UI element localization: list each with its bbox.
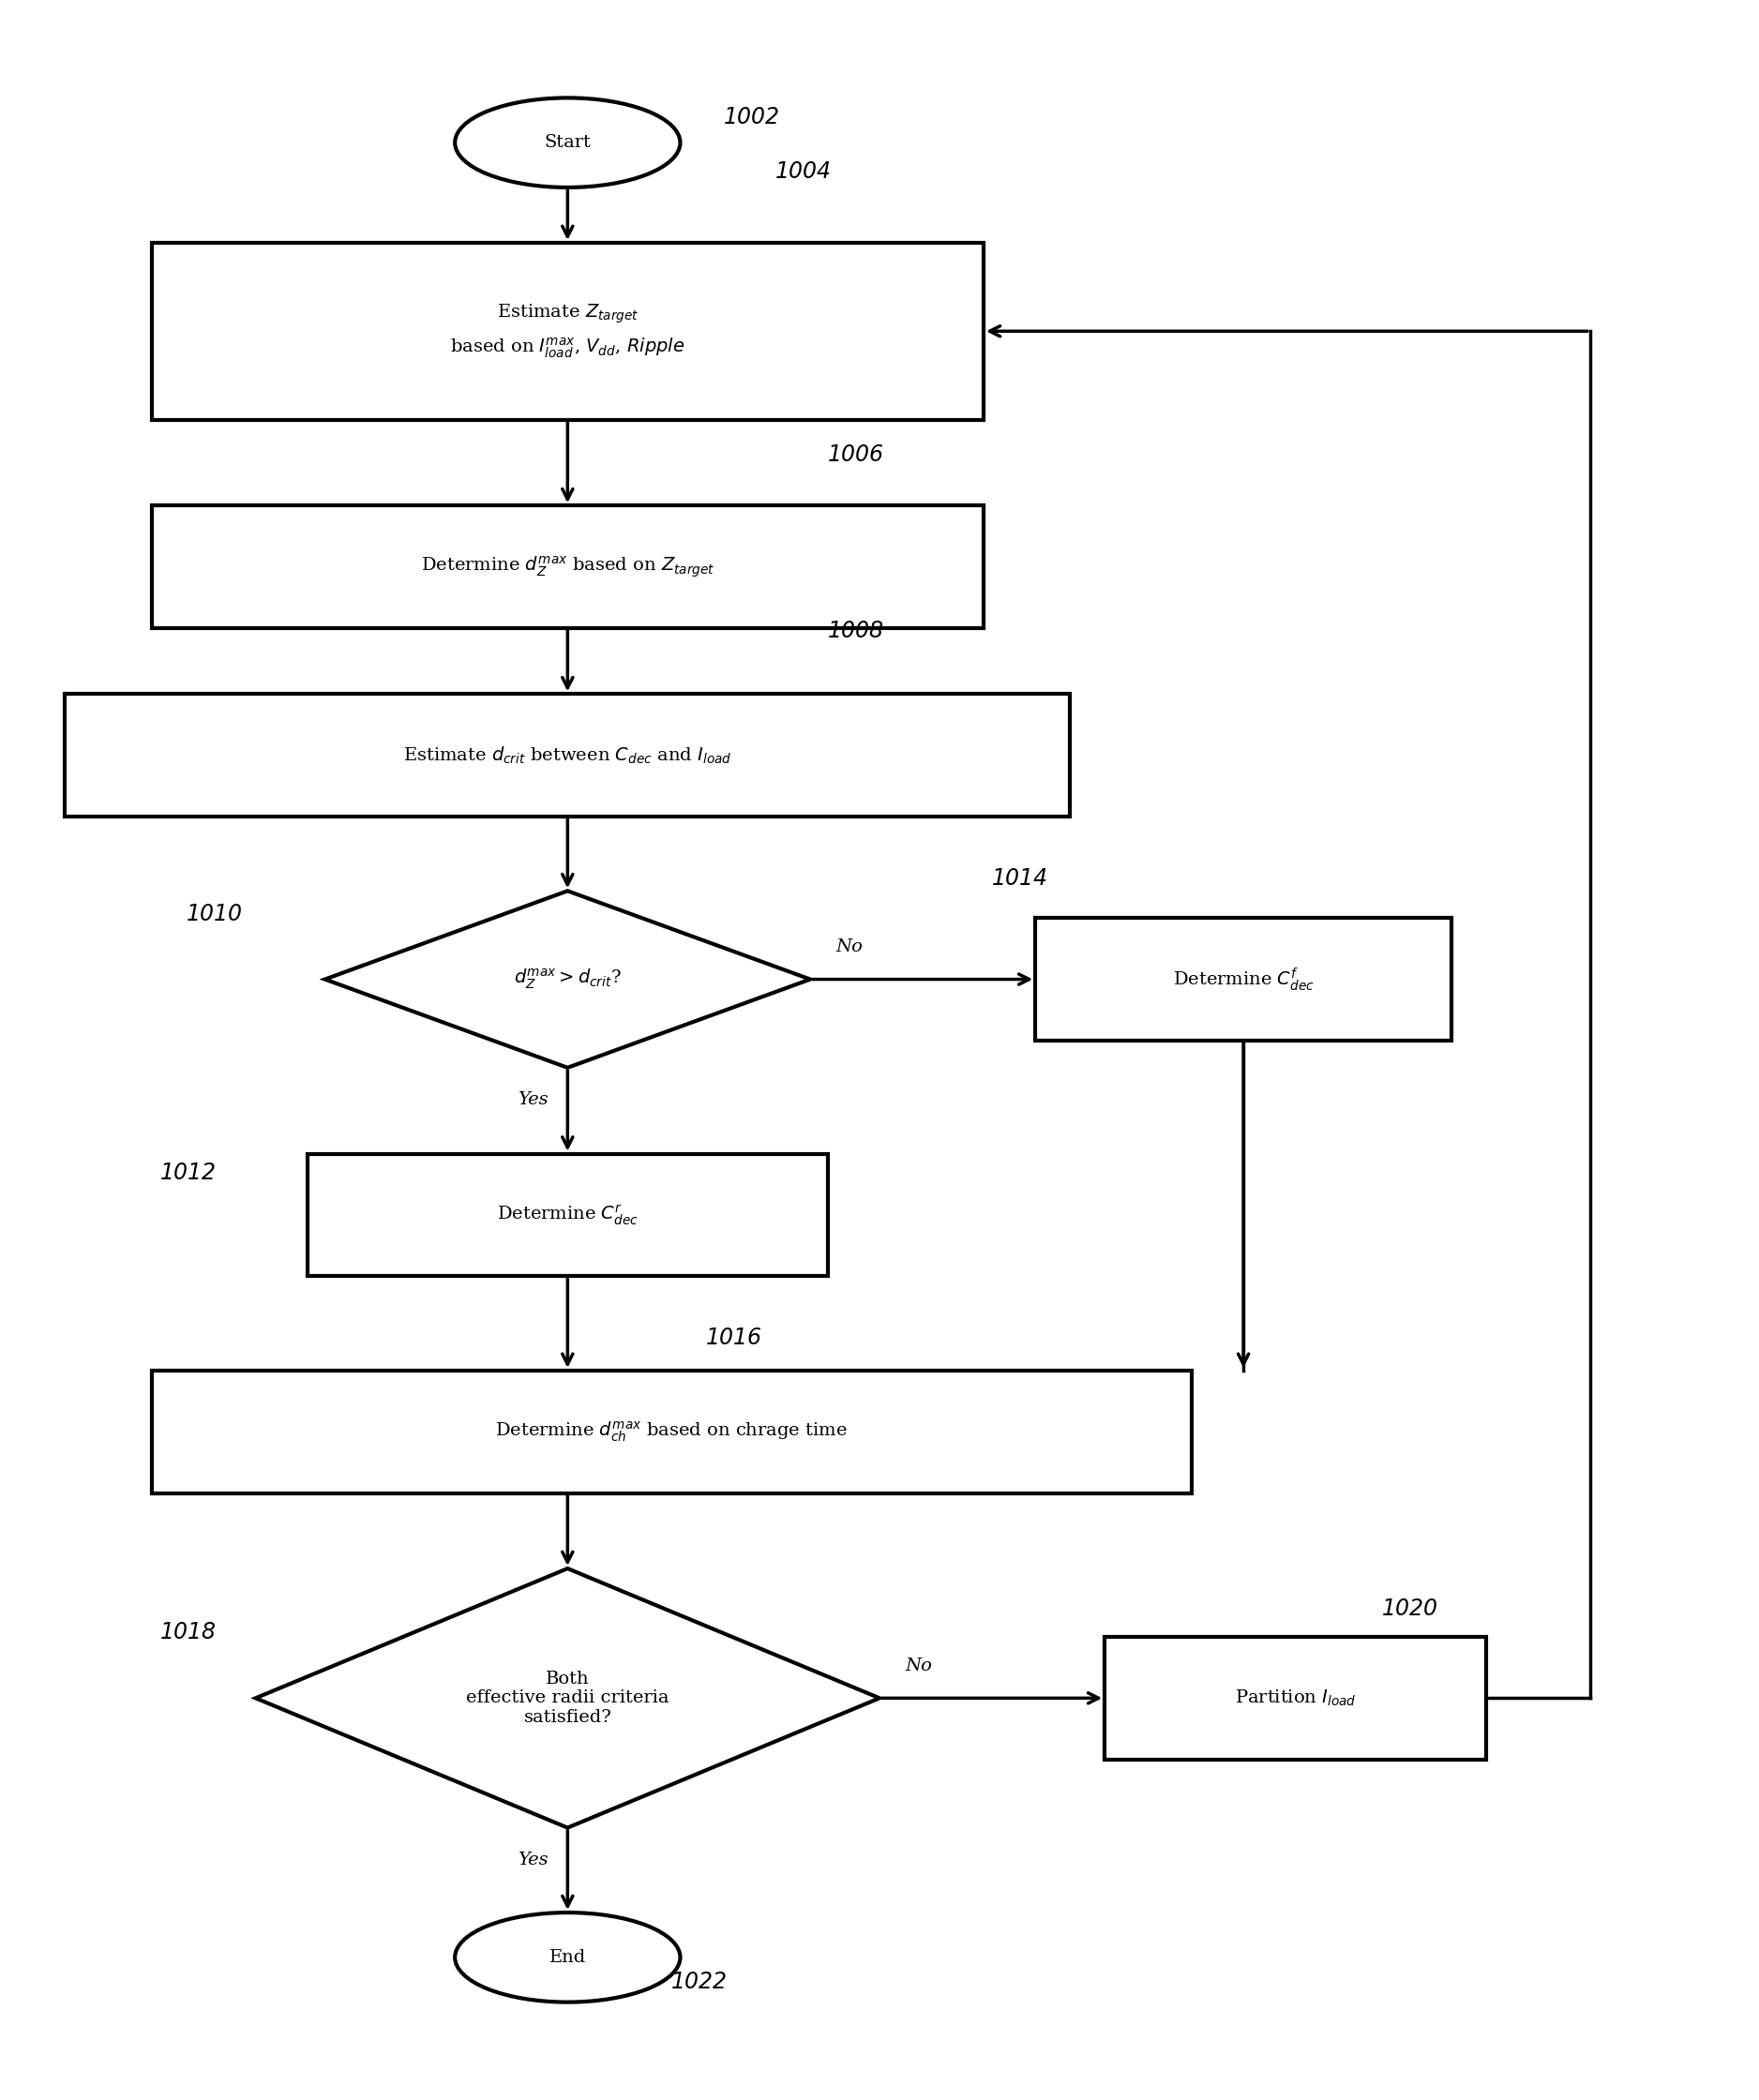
Bar: [308, 1153, 827, 1277]
Text: Start: Start: [544, 134, 591, 151]
Text: Partition $I_{load}$: Partition $I_{load}$: [1235, 1688, 1356, 1707]
Text: 1022: 1022: [672, 1970, 728, 1993]
Text: No: No: [836, 939, 864, 956]
Bar: [1105, 1636, 1486, 1760]
Text: 1014: 1014: [992, 867, 1048, 890]
Text: Determine $d_Z^{max}$ based on $Z_{target}$: Determine $d_Z^{max}$ based on $Z_{targe…: [420, 554, 714, 580]
Bar: [151, 506, 983, 628]
Bar: [151, 1371, 1191, 1493]
Text: Determine $C_{dec}^f$: Determine $C_{dec}^f$: [1173, 966, 1314, 993]
Bar: [1036, 918, 1451, 1042]
Text: Estimate $Z_{target}$
based on $I_{load}^{max}$, $V_{dd}$, $Ripple$: Estimate $Z_{target}$ based on $I_{load}…: [450, 302, 684, 359]
Text: 1018: 1018: [160, 1621, 216, 1644]
Text: No: No: [906, 1657, 932, 1674]
Bar: [65, 695, 1069, 817]
Text: 1002: 1002: [723, 105, 779, 128]
Text: 1006: 1006: [827, 443, 883, 466]
Text: Both
effective radii criteria
satisfied?: Both effective radii criteria satisfied?: [466, 1670, 668, 1726]
Bar: [151, 244, 983, 420]
Text: 1020: 1020: [1383, 1598, 1439, 1621]
Text: End: End: [549, 1949, 586, 1966]
Text: Determine $C_{dec}^r$: Determine $C_{dec}^r$: [496, 1203, 639, 1226]
Text: 1008: 1008: [827, 620, 883, 643]
Text: $d_Z^{max} > d_{crit}$?: $d_Z^{max} > d_{crit}$?: [514, 968, 621, 991]
Text: Yes: Yes: [517, 1852, 549, 1869]
Text: 1016: 1016: [705, 1327, 762, 1350]
Text: Estimate $d_{crit}$ between $C_{dec}$ and $I_{load}$: Estimate $d_{crit}$ between $C_{dec}$ an…: [403, 745, 732, 766]
Text: 1010: 1010: [186, 903, 243, 926]
Text: 1004: 1004: [776, 160, 832, 183]
Text: 1012: 1012: [160, 1161, 216, 1184]
Text: Determine $d_{ch}^{max}$ based on chrage time: Determine $d_{ch}^{max}$ based on chrage…: [496, 1420, 848, 1445]
Text: Yes: Yes: [517, 1092, 549, 1109]
